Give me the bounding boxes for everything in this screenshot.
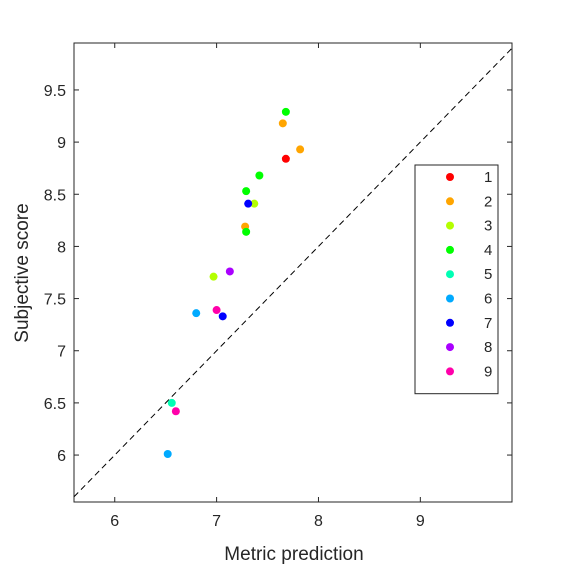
legend-marker [446, 245, 454, 254]
legend-label: 6 [484, 291, 492, 308]
x-tick-label: 6 [110, 513, 119, 530]
y-axis-label: Subjective score [12, 203, 33, 342]
data-point-series-2 [278, 119, 287, 128]
data-point-series-8 [225, 267, 234, 276]
y-tick-label: 8 [57, 239, 66, 256]
data-point-series-4 [242, 187, 251, 196]
data-points [163, 107, 305, 459]
data-point-series-2 [296, 145, 305, 154]
data-point-series-9 [171, 407, 180, 416]
x-tick-label: 9 [416, 513, 425, 530]
legend: 1 2 3 4 5 6 7 8 9 [414, 164, 499, 395]
legend-marker [446, 173, 454, 181]
data-point-series-6 [192, 309, 201, 318]
legend-label: 1 [484, 169, 492, 186]
legend-box [414, 164, 499, 395]
legend-marker [446, 221, 454, 230]
legend-label: 8 [484, 339, 492, 356]
diagonal-reference-line [73, 47, 513, 498]
legend-label: 3 [484, 218, 492, 235]
data-point-series-4 [255, 171, 264, 180]
y-tick-label: 6.5 [44, 396, 66, 413]
data-point-series-3 [250, 199, 259, 208]
data-point-series-7 [218, 312, 227, 321]
data-point-series-3 [209, 272, 218, 281]
y-tick-label: 9 [57, 135, 66, 152]
y-tick-label: 7.5 [44, 292, 66, 309]
data-point-series-4 [281, 107, 290, 116]
data-point-series-1 [281, 154, 290, 163]
data-point-series-7 [244, 199, 253, 208]
data-point-series-6 [163, 450, 172, 459]
x-tick-label: 7 [212, 513, 221, 530]
data-point-series-5 [167, 398, 176, 407]
legend-marker [446, 270, 454, 279]
legend-marker [446, 367, 454, 376]
x-axis-label: Metric prediction [224, 544, 363, 565]
legend-label: 4 [484, 242, 492, 259]
y-tick-label: 9.5 [44, 83, 66, 100]
axis-ticks: 6 7 8 9 6 6.5 7 7.5 8 8.5 9 9.5 [44, 43, 512, 530]
legend-marker [446, 343, 454, 352]
legend-label: 7 [484, 315, 492, 332]
legend-marker [446, 197, 454, 206]
y-tick-label: 8.5 [44, 187, 66, 204]
legend-marker [446, 294, 454, 303]
data-point-series-9 [212, 306, 221, 315]
y-tick-label: 6 [57, 448, 66, 465]
legend-label: 2 [484, 193, 492, 210]
x-tick-label: 8 [314, 513, 323, 530]
legend-marker [446, 318, 454, 327]
y-tick-label: 7 [57, 344, 66, 361]
reference-line-group [73, 47, 513, 498]
legend-label: 9 [484, 363, 492, 380]
data-point-series-4 [242, 227, 251, 236]
legend-label: 5 [484, 266, 492, 283]
